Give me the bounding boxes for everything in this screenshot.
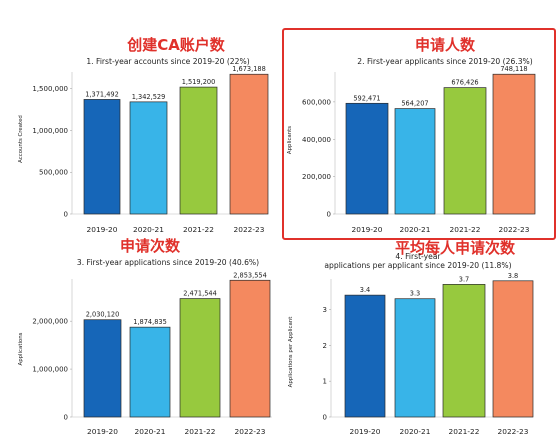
y-tick-label: 0 bbox=[64, 211, 68, 219]
bar-2020-21 bbox=[129, 326, 171, 418]
x-tick-label: 2021-22 bbox=[450, 225, 481, 234]
x-tick-label: 2022-23 bbox=[499, 225, 530, 234]
value-label: 564,207 bbox=[401, 100, 428, 108]
bar-2021-22 bbox=[443, 87, 487, 215]
bar-2022-23 bbox=[492, 73, 536, 215]
bar-2019-20 bbox=[345, 102, 389, 215]
value-label: 3.4 bbox=[360, 286, 371, 294]
y-tick-label: 1,000,000 bbox=[32, 127, 68, 135]
value-label: 1,371,492 bbox=[85, 90, 119, 98]
y-tick-label: 400,000 bbox=[302, 136, 331, 144]
x-tick-label: 2019-20 bbox=[87, 225, 118, 234]
bar-2022-23 bbox=[229, 73, 269, 215]
y-tick-label: 500,000 bbox=[39, 169, 68, 177]
bar-2019-20 bbox=[83, 319, 122, 418]
value-label: 592,471 bbox=[353, 94, 380, 102]
x-tick-label: 2019-20 bbox=[350, 427, 381, 436]
bar-2022-23 bbox=[492, 280, 534, 418]
value-label: 1,673,188 bbox=[232, 65, 266, 73]
value-label: 748,118 bbox=[500, 65, 527, 73]
y-tick-label: 600,000 bbox=[302, 98, 331, 106]
bar-2021-22 bbox=[179, 86, 218, 215]
y-axis-label: Applications bbox=[18, 332, 24, 365]
y-axis-label: Accounts Created bbox=[18, 115, 24, 163]
y-tick-label: 3 bbox=[323, 306, 327, 314]
value-label: 3.8 bbox=[508, 272, 519, 280]
y-tick-label: 2 bbox=[323, 342, 327, 350]
bar-2022-23 bbox=[229, 279, 271, 418]
annotation-label: 平均每人申请次数 bbox=[395, 239, 516, 257]
x-tick-label: 2019-20 bbox=[87, 427, 118, 436]
x-tick-label: 2021-22 bbox=[449, 427, 480, 436]
chart-panel-1: 创建CA账户数 1. First-year accounts since 2019… bbox=[18, 36, 269, 234]
bar-2020-21 bbox=[394, 298, 436, 418]
x-tick-label: 2022-23 bbox=[498, 427, 529, 436]
x-tick-label: 2020-21 bbox=[400, 427, 431, 436]
x-tick-label: 2022-23 bbox=[235, 427, 266, 436]
y-axis-label: Applications per Applicant bbox=[288, 317, 294, 388]
x-tick-label: 2021-22 bbox=[185, 427, 216, 436]
y-tick-label: 200,000 bbox=[302, 173, 331, 181]
chart-title: 1. First-year accounts since 2019-20 (22… bbox=[86, 57, 249, 66]
x-tick-label: 2020-21 bbox=[133, 225, 164, 234]
value-label: 1,342,529 bbox=[132, 93, 166, 101]
chart-title: 2. First-year applicants since 2019-20 (… bbox=[357, 57, 532, 66]
y-tick-label: 1,500,000 bbox=[32, 85, 68, 93]
y-tick-label: 0 bbox=[323, 414, 327, 422]
bar-2019-20 bbox=[344, 294, 386, 418]
bar-2019-20 bbox=[83, 99, 121, 215]
annotation-label: 申请次数 bbox=[120, 237, 181, 255]
chart-title: 3. First-year applications since 2019-20… bbox=[77, 258, 259, 267]
bar-2021-22 bbox=[179, 298, 221, 418]
x-tick-label: 2020-21 bbox=[400, 225, 431, 234]
value-label: 2,853,554 bbox=[233, 271, 267, 279]
y-tick-label: 1 bbox=[323, 378, 327, 386]
x-tick-label: 2021-22 bbox=[183, 225, 214, 234]
chart-title: 4. First-year bbox=[395, 252, 441, 261]
value-label: 676,426 bbox=[451, 79, 478, 87]
chart-panel-2: 申请人数 2. First-year applicants since 2019-… bbox=[287, 36, 536, 234]
value-label: 2,471,544 bbox=[183, 290, 217, 298]
value-label: 1,874,835 bbox=[133, 318, 167, 326]
value-label: 2,030,120 bbox=[86, 311, 120, 319]
bar-2020-21 bbox=[394, 108, 436, 215]
y-tick-label: 0 bbox=[327, 211, 331, 219]
y-tick-label: 0 bbox=[64, 414, 68, 422]
value-label: 3.7 bbox=[459, 275, 470, 283]
y-tick-label: 1,000,000 bbox=[32, 366, 68, 374]
annotation-label: 创建CA账户数 bbox=[126, 36, 226, 54]
chart-title: applications per applicant since 2019-20… bbox=[324, 261, 511, 270]
x-tick-label: 2019-20 bbox=[352, 225, 383, 234]
chart-panel-3: 申请次数 3. First-year applications since 201… bbox=[18, 237, 272, 436]
y-axis-label: Applicants bbox=[287, 126, 293, 154]
y-tick-label: 2,000,000 bbox=[32, 318, 68, 326]
x-tick-label: 2022-23 bbox=[234, 225, 265, 234]
value-label: 1,519,200 bbox=[182, 78, 216, 86]
bar-2020-21 bbox=[129, 101, 168, 215]
x-tick-label: 2020-21 bbox=[135, 427, 166, 436]
annotation-label: 申请人数 bbox=[415, 36, 476, 54]
value-label: 3.3 bbox=[410, 290, 421, 298]
bar-2021-22 bbox=[442, 284, 486, 418]
